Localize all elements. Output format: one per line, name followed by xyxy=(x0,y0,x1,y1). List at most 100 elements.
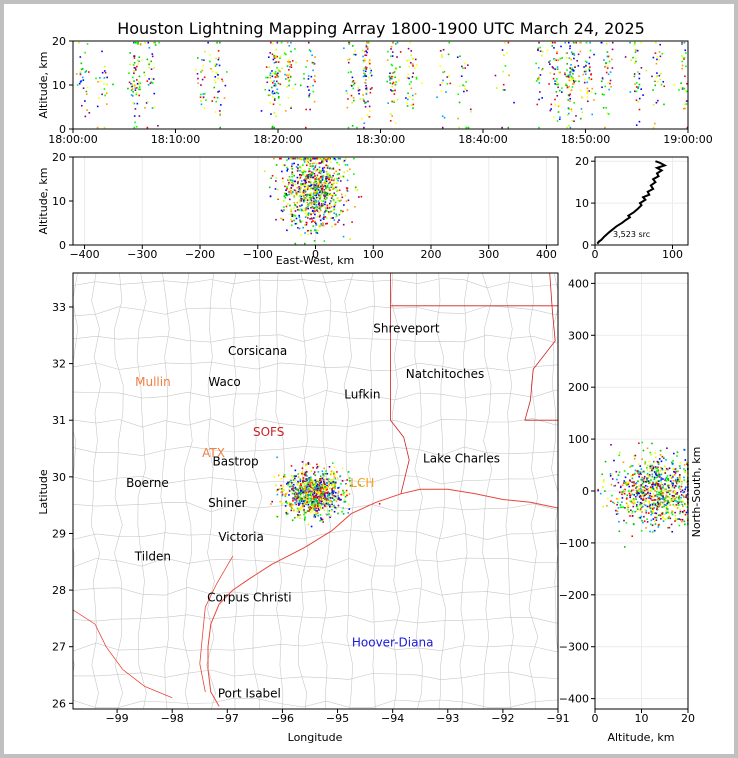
source-point xyxy=(684,89,687,92)
source-point xyxy=(134,121,136,124)
county-line xyxy=(73,669,558,681)
source-point xyxy=(637,86,640,88)
source-point xyxy=(321,477,324,480)
source-point xyxy=(130,86,132,88)
source-point xyxy=(302,500,305,502)
source-point xyxy=(315,184,318,187)
source-point xyxy=(619,504,622,506)
source-point xyxy=(305,499,308,502)
source-point xyxy=(649,463,652,466)
source-point xyxy=(408,77,410,80)
source-point xyxy=(684,513,687,516)
time-height-axes: 18:00:00 18:10:00 18:20:00 18:30:00 18:40:00… xyxy=(48,35,712,146)
source-point xyxy=(280,491,283,494)
source-point xyxy=(295,157,298,160)
source-point xyxy=(319,157,322,160)
source-point xyxy=(304,157,307,160)
source-point xyxy=(295,501,298,503)
source-point xyxy=(299,517,301,519)
source-point xyxy=(202,93,205,95)
source-point xyxy=(333,219,336,221)
source-point xyxy=(330,510,333,512)
source-point xyxy=(605,106,608,109)
source-point xyxy=(320,187,322,189)
source-point xyxy=(333,477,335,480)
source-point xyxy=(287,484,289,487)
source-point xyxy=(283,473,286,476)
city-label: Corpus Christi xyxy=(207,590,292,604)
source-point xyxy=(322,160,325,162)
source-point xyxy=(553,73,556,75)
source-point xyxy=(657,483,660,485)
source-point xyxy=(133,70,135,73)
source-point xyxy=(328,207,331,209)
source-point xyxy=(304,212,307,215)
source-point xyxy=(298,495,301,498)
source-point xyxy=(588,70,591,72)
source-point xyxy=(131,95,134,97)
source-point xyxy=(275,177,278,179)
source-point xyxy=(324,496,326,498)
source-point xyxy=(326,204,329,207)
source-point xyxy=(307,487,310,490)
source-point xyxy=(336,182,338,184)
source-point xyxy=(656,485,658,487)
source-point xyxy=(269,74,271,77)
source-point xyxy=(306,159,309,162)
source-point xyxy=(620,485,622,488)
source-point xyxy=(653,461,656,463)
source-point xyxy=(319,190,321,192)
source-point xyxy=(356,126,358,129)
source-point xyxy=(652,103,655,106)
source-point xyxy=(588,76,590,79)
source-point xyxy=(608,55,610,58)
source-point xyxy=(300,191,302,193)
source-point xyxy=(673,505,676,508)
source-point xyxy=(656,483,659,486)
source-point xyxy=(590,78,593,81)
source-point xyxy=(337,504,340,507)
source-point xyxy=(305,464,307,467)
source-point xyxy=(145,102,148,104)
source-point xyxy=(677,502,680,505)
source-point xyxy=(153,92,156,95)
source-point xyxy=(656,476,659,478)
source-point xyxy=(311,54,313,57)
source-point xyxy=(320,177,322,180)
source-point xyxy=(285,501,287,503)
source-point xyxy=(86,86,89,89)
source-point xyxy=(671,484,674,487)
source-point xyxy=(307,233,309,236)
source-point xyxy=(282,164,285,166)
source-point xyxy=(279,57,281,59)
source-point xyxy=(330,197,333,199)
source-point xyxy=(667,468,670,471)
source-point xyxy=(655,519,658,521)
source-point xyxy=(640,491,642,493)
source-point xyxy=(345,483,348,486)
source-point xyxy=(304,232,306,234)
source-point xyxy=(625,502,628,505)
source-point xyxy=(303,188,306,191)
source-point xyxy=(587,100,589,103)
source-point xyxy=(656,508,658,510)
source-point xyxy=(297,490,300,492)
source-point xyxy=(263,170,266,173)
source-point xyxy=(640,88,643,90)
source-point xyxy=(290,503,293,505)
source-point xyxy=(303,490,306,493)
source-point xyxy=(631,477,634,480)
source-point xyxy=(310,75,313,78)
source-point xyxy=(150,60,152,63)
source-point xyxy=(310,481,313,484)
source-point xyxy=(631,501,634,504)
source-point xyxy=(306,485,309,488)
source-point xyxy=(363,50,366,53)
source-point xyxy=(601,93,604,96)
source-point xyxy=(558,118,561,121)
source-point xyxy=(634,41,636,44)
source-point xyxy=(684,103,686,106)
source-point xyxy=(301,502,304,505)
source-point xyxy=(324,485,327,488)
source-point xyxy=(299,84,302,87)
